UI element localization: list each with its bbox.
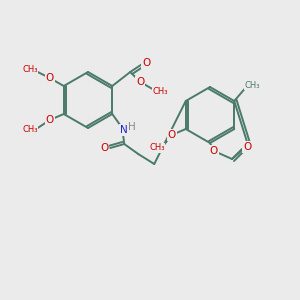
Text: O: O bbox=[168, 130, 176, 140]
Text: O: O bbox=[210, 146, 218, 156]
Text: CH₃: CH₃ bbox=[152, 88, 168, 97]
Text: O: O bbox=[243, 142, 251, 152]
Text: O: O bbox=[46, 73, 54, 83]
Text: N: N bbox=[120, 125, 128, 135]
Text: CH₃: CH₃ bbox=[244, 80, 260, 89]
Text: O: O bbox=[142, 58, 150, 68]
Text: H: H bbox=[128, 122, 136, 132]
Text: O: O bbox=[46, 115, 54, 125]
Text: O: O bbox=[136, 77, 144, 87]
Text: CH₃: CH₃ bbox=[22, 125, 38, 134]
Text: O: O bbox=[100, 143, 108, 153]
Text: CH₃: CH₃ bbox=[22, 65, 38, 74]
Text: CH₃: CH₃ bbox=[149, 143, 164, 152]
